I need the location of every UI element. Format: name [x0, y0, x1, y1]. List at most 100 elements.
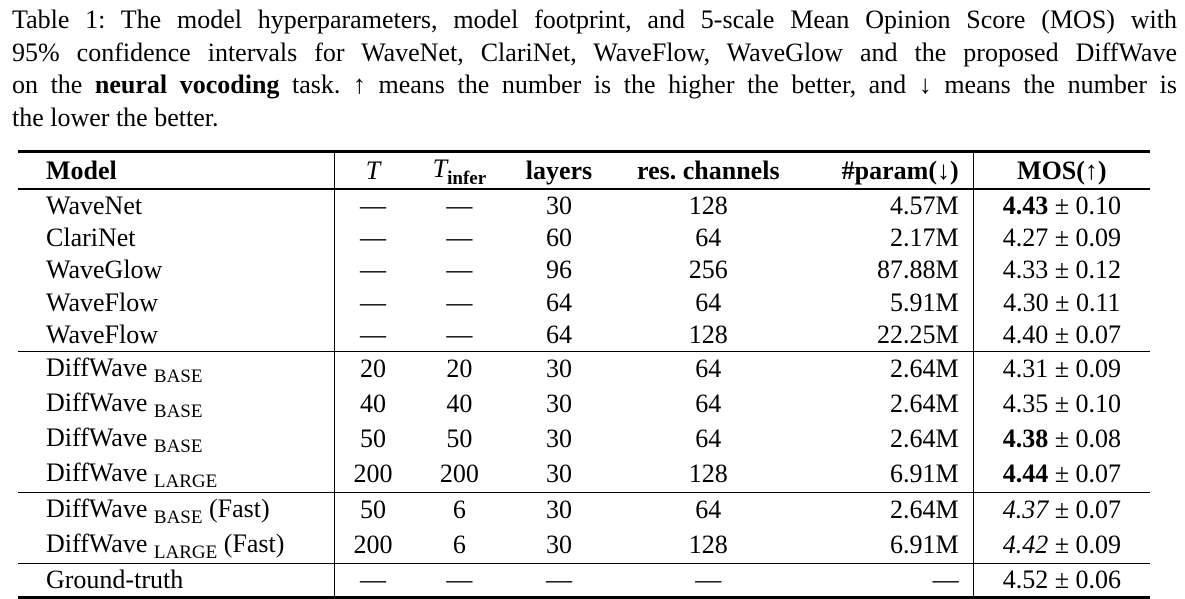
cell-res-channels: 64 — [609, 350, 807, 387]
cell-layers: 64 — [545, 287, 572, 317]
cell-T: — — [334, 189, 411, 223]
mos-value: 4.42 — [1002, 530, 1049, 560]
caption-line-2: 95% confidence intervals for WaveNet, Cl… — [12, 37, 1177, 67]
cell-model: DiffWave BASE — [18, 422, 335, 457]
caption-line-3: on the neural vocoding task. ↑ means the… — [12, 70, 1177, 99]
model-name: DiffWave — [46, 422, 148, 452]
cell-layers: 60 — [545, 223, 572, 253]
cell-T-infer: — — [410, 562, 509, 599]
cell-layers: 30 — [545, 191, 572, 221]
table-row: WaveNet — — 30 128 4.57M 4.43 ± 0.10 — [18, 189, 1150, 223]
cell-T-infer: 40 — [446, 389, 473, 419]
cell-T: — — [334, 286, 411, 319]
cell-param: 6.91M — [890, 459, 959, 489]
header-mos: MOS(↑) — [972, 150, 1150, 190]
mos-ci: ± 0.07 — [1048, 319, 1121, 349]
model-size: LARGE — [153, 470, 218, 492]
cell-res-channels: 128 — [688, 191, 728, 221]
mos-value: 4.43 — [1002, 191, 1049, 221]
model-name: Ground-truth — [46, 565, 184, 595]
model-variant: (Fast) — [202, 493, 270, 523]
model-name: ClariNet — [46, 223, 136, 253]
header-T: T — [334, 150, 411, 190]
model-name: DiffWave — [46, 457, 148, 487]
model-name: DiffWave — [46, 493, 148, 523]
model-size: BASE — [153, 506, 203, 528]
cell-layers: 96 — [545, 255, 572, 285]
table-row: DiffWave BASE 50 50 30 64 2.64M 4.38 ± 0.08 — [18, 421, 1150, 457]
cell-T: 50 — [334, 421, 411, 457]
header-model: Model — [18, 150, 335, 190]
cell-T: 20 — [334, 350, 411, 387]
cell-model: DiffWave LARGE — [18, 457, 335, 493]
header-param: #param(↓) — [806, 150, 974, 190]
model-size: BASE — [153, 400, 203, 422]
mos-ci: ± 0.09 — [1048, 223, 1121, 253]
cell-model: DiffWave BASE — [18, 350, 335, 387]
cell-T-infer: — — [446, 191, 473, 221]
cell-mos: 4.30 ± 0.11 — [972, 286, 1150, 319]
cell-param: 87.88M — [877, 255, 959, 285]
cell-param: 6.91M — [890, 530, 959, 560]
cell-layers: 30 — [508, 350, 610, 387]
table-row: DiffWave LARGE (Fast) 200 6 30 128 6.91M 4.42 … — [18, 527, 1150, 564]
table-row: DiffWave BASE 40 40 30 64 2.64M 4.35 ± 0.10 — [18, 386, 1150, 422]
cell-mos: 4.33 ± 0.12 — [972, 254, 1150, 287]
cell-T: 40 — [334, 386, 411, 422]
cell-T-infer: — — [446, 319, 473, 349]
caption-emphasis: neural vocoding — [94, 70, 280, 99]
cell-param: 2.17M — [890, 223, 959, 253]
model-size: BASE — [153, 435, 203, 457]
cell-T: 200 — [334, 456, 411, 493]
mos-value: 4.31 — [1002, 354, 1049, 384]
model-size: LARGE — [153, 541, 218, 563]
cell-res-channels: 256 — [688, 255, 728, 285]
cell-T-infer: 6 — [410, 491, 509, 528]
table-body: WaveNet — —30 128 4.57M 4.43 ± 0.10 ClariNet — —… — [18, 189, 1150, 599]
cell-model: Ground-truth — [18, 562, 335, 599]
mos-value: 4.44 — [1002, 459, 1049, 489]
mos-value: 4.35 — [1002, 389, 1049, 419]
model-name: DiffWave — [46, 387, 148, 417]
model-name: DiffWave — [46, 352, 148, 382]
table-row: DiffWave LARGE 200 200 30 128 6.91M 4.44 ± 0.0… — [18, 456, 1150, 493]
cell-mos: 4.44 ± 0.07 — [972, 456, 1150, 493]
cell-T: — — [334, 318, 411, 352]
cell-T: — — [334, 254, 411, 287]
cell-res-channels: — — [609, 562, 807, 599]
cell-res-channels: 128 — [688, 319, 728, 349]
table-row: ClariNet — — 60 64 2.17M 4.27 ± 0.09 — [18, 222, 1150, 255]
table-row: DiffWave BASE (Fast) 50 6 30 64 2.64M 4.37 ± 0… — [18, 491, 1150, 528]
cell-res-channels: 128 — [688, 530, 728, 560]
mos-ci: ± 0.09 — [1048, 530, 1121, 560]
cell-T-infer: 50 — [446, 424, 473, 454]
model-name: WaveGlow — [46, 255, 163, 285]
cell-param: 5.91M — [890, 287, 959, 317]
cell-param: 2.64M — [806, 350, 974, 387]
cell-mos: 4.35 ± 0.10 — [972, 386, 1150, 422]
mos-ci: ± 0.07 — [1048, 459, 1121, 489]
mos-value: 4.52 — [1002, 565, 1049, 595]
mos-value: 4.33 — [1002, 255, 1049, 285]
mos-value: 4.30 — [1003, 287, 1049, 317]
table-row: WaveFlow — — 64 128 22.25M 4.40 ± 0.07 — [18, 318, 1150, 352]
mos-value: 4.38 — [1002, 424, 1049, 454]
cell-layers: 30 — [545, 459, 572, 489]
cell-layers: 30 — [545, 389, 572, 419]
mos-ci: ± 0.11 — [1048, 287, 1121, 317]
header-row: Model T Tinfer layers res. channels #par… — [18, 150, 1150, 190]
cell-layers: 30 — [508, 491, 610, 528]
cell-model: WaveGlow — [18, 254, 335, 286]
cell-model: WaveNet — [18, 189, 335, 222]
cell-res-channels: 64 — [695, 389, 722, 419]
mos-ci: ± 0.10 — [1048, 389, 1121, 419]
cell-layers: 30 — [545, 530, 572, 560]
mos-ci: ± 0.06 — [1048, 565, 1121, 595]
cell-param: 2.64M — [890, 389, 959, 419]
model-name: WaveFlow — [46, 287, 158, 317]
cell-T-infer: 6 — [452, 530, 466, 560]
cell-res-channels: 128 — [688, 459, 728, 489]
cell-T: — — [334, 222, 411, 255]
cell-model: WaveFlow — [18, 287, 335, 319]
cell-mos: 4.43 ± 0.10 — [972, 189, 1150, 223]
